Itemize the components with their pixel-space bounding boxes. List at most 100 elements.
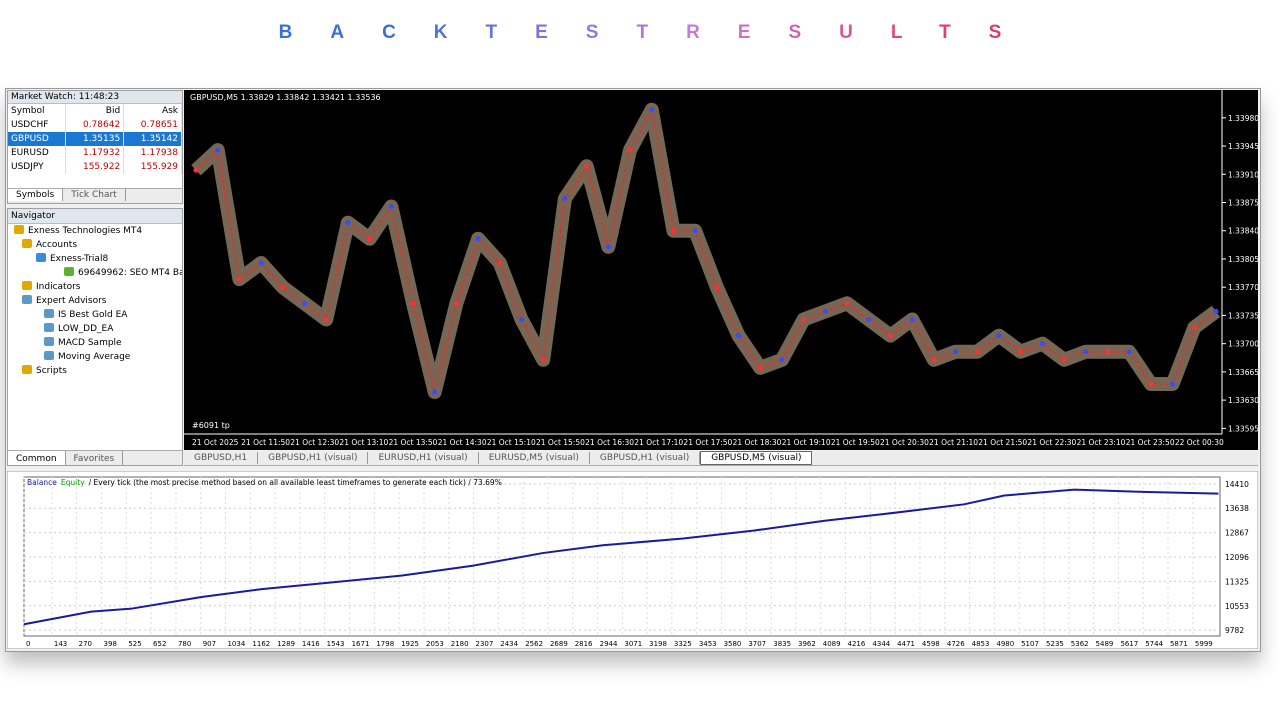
tree-item[interactable]: MACD Sample bbox=[8, 336, 182, 350]
y-tick-label: 10553 bbox=[1225, 602, 1249, 611]
symbol-row[interactable]: USDJPY 155.922 155.929 bbox=[8, 160, 182, 174]
tree-item[interactable]: Exness-Trial8 bbox=[8, 252, 182, 266]
tree-item[interactable]: IS Best Gold EA bbox=[8, 308, 182, 322]
price-point bbox=[562, 195, 568, 201]
legend-entry: Equity bbox=[61, 478, 85, 487]
x-tick-label: 21 Oct 2025 bbox=[192, 438, 239, 447]
tree-item[interactable]: LOW_DD_EA bbox=[8, 322, 182, 336]
x-tick-label: 21 Oct 17:50 bbox=[683, 438, 732, 447]
price-point bbox=[736, 333, 742, 339]
symbol-row[interactable]: GBPUSD 1.35135 1.35142 bbox=[8, 132, 182, 146]
price-point bbox=[887, 333, 893, 339]
tree-label: Scripts bbox=[36, 366, 67, 376]
symbol-row[interactable]: USDCHF 0.78642 0.78651 bbox=[8, 118, 182, 132]
tab[interactable]: Favorites bbox=[66, 451, 124, 465]
price-point bbox=[974, 349, 980, 355]
tree-item[interactable]: Scripts bbox=[8, 364, 182, 378]
balance-chart: 14410 13638 12867 12096 11325 10553 9782 0 143 27… bbox=[7, 471, 1258, 649]
y-tick-label: 1.33595 bbox=[1228, 424, 1258, 433]
price-point bbox=[692, 228, 698, 234]
market-watch-tabs: Symbols Tick Chart bbox=[8, 188, 182, 203]
x-tick-label: 2689 bbox=[550, 640, 568, 648]
price-point bbox=[1191, 325, 1197, 331]
y-tick-label: 1.33980 bbox=[1228, 114, 1258, 123]
tab[interactable]: EURUSD,H1 (visual) bbox=[368, 452, 479, 464]
navigator: Navigator Exness Technologies MT4 Accoun… bbox=[7, 208, 183, 466]
price-point bbox=[714, 284, 720, 290]
price-point bbox=[453, 300, 459, 306]
x-tick-label: 270 bbox=[79, 640, 92, 648]
price-point bbox=[931, 357, 937, 363]
tree-label: Accounts bbox=[36, 240, 78, 250]
price-point bbox=[410, 300, 416, 306]
x-tick-label: 21 Oct 23:10 bbox=[1077, 438, 1126, 447]
cell: 1.35142 bbox=[123, 132, 182, 146]
x-tick-label: 21 Oct 21:50 bbox=[978, 438, 1027, 447]
x-tick-label: 21 Oct 16:30 bbox=[585, 438, 634, 447]
cell: 0.78642 bbox=[65, 118, 125, 132]
x-tick-label: 4216 bbox=[847, 640, 865, 648]
tab[interactable]: GBPUSD,H1 (visual) bbox=[590, 452, 701, 464]
x-tick-label: 143 bbox=[54, 640, 67, 648]
x-tick-label: 3453 bbox=[699, 640, 717, 648]
x-tick-label: 0 bbox=[26, 640, 30, 648]
price-point bbox=[388, 204, 394, 210]
symbol-row[interactable]: EURUSD 1.17932 1.17938 bbox=[8, 146, 182, 160]
terminal-window: Market Watch: 11:48:23 Symbol Bid Ask USDCH… bbox=[5, 88, 1261, 652]
price-point bbox=[280, 284, 286, 290]
price-point bbox=[236, 276, 242, 282]
tab[interactable]: EURUSD,M5 (visual) bbox=[479, 452, 590, 464]
x-tick-label: 4471 bbox=[897, 640, 915, 648]
tab[interactable]: GBPUSD,M5 (visual) bbox=[700, 451, 813, 465]
x-tick-label: 1034 bbox=[227, 640, 245, 648]
x-tick-label: 2816 bbox=[575, 640, 593, 648]
x-tick-label: 5617 bbox=[1120, 640, 1138, 648]
x-tick-label: 4089 bbox=[823, 640, 841, 648]
tree-label: 69649962: SEO MT4 Back bbox=[78, 268, 182, 278]
tree-item[interactable]: Accounts bbox=[8, 238, 182, 252]
x-tick-label: 5999 bbox=[1195, 640, 1213, 648]
tree-item[interactable]: Moving Average bbox=[8, 350, 182, 364]
tab[interactable]: Symbols bbox=[8, 189, 64, 201]
tree-label: Expert Advisors bbox=[36, 296, 107, 306]
x-tick-label: 1925 bbox=[401, 640, 419, 648]
price-point bbox=[1039, 341, 1045, 347]
tree-label: Moving Average bbox=[58, 352, 131, 362]
tree-item[interactable]: 69649962: SEO MT4 Back bbox=[8, 266, 182, 280]
y-tick-label: 1.33735 bbox=[1228, 311, 1258, 320]
tree-item[interactable]: Expert Advisors bbox=[8, 294, 182, 308]
y-tick-label: 1.33700 bbox=[1228, 340, 1258, 349]
x-tick-label: 5235 bbox=[1046, 640, 1064, 648]
cell: 155.929 bbox=[123, 160, 182, 174]
price-point bbox=[996, 333, 1002, 339]
price-point bbox=[1213, 308, 1219, 314]
price-point bbox=[822, 308, 828, 314]
price-point bbox=[1104, 349, 1110, 355]
price-point bbox=[497, 260, 503, 266]
x-tick-label: 3198 bbox=[649, 640, 667, 648]
tab[interactable]: GBPUSD,H1 bbox=[184, 452, 259, 464]
x-tick-label: 21 Oct 13:10 bbox=[339, 438, 388, 447]
x-tick-label: 907 bbox=[203, 640, 216, 648]
column-header: Symbol bbox=[8, 104, 67, 118]
cell: 1.17932 bbox=[65, 146, 125, 160]
y-tick-label: 11325 bbox=[1225, 577, 1249, 586]
tab[interactable]: Common bbox=[8, 451, 66, 465]
x-tick-label: 780 bbox=[178, 640, 191, 648]
tab[interactable]: GBPUSD,H1 (visual) bbox=[258, 452, 369, 464]
tree-item[interactable]: Exness Technologies MT4 bbox=[8, 224, 182, 238]
tree-label: Exness Technologies MT4 bbox=[28, 226, 143, 236]
price-point bbox=[302, 300, 308, 306]
x-tick-label: 525 bbox=[128, 640, 141, 648]
tab[interactable]: Tick Chart bbox=[63, 189, 126, 201]
x-tick-label: 21 Oct 15:50 bbox=[536, 438, 585, 447]
x-tick-label: 21 Oct 15:10 bbox=[487, 438, 536, 447]
tree-item[interactable]: Indicators bbox=[8, 280, 182, 294]
cell: 155.922 bbox=[65, 160, 125, 174]
y-tick-label: 1.33945 bbox=[1228, 142, 1258, 151]
page-title: BACKTESTRESULTS bbox=[0, 22, 1280, 44]
x-tick-label: 1671 bbox=[352, 640, 370, 648]
cell: 0.78651 bbox=[123, 118, 182, 132]
chart-header: Balance Equity / Every tick (the most prec… bbox=[27, 478, 502, 487]
